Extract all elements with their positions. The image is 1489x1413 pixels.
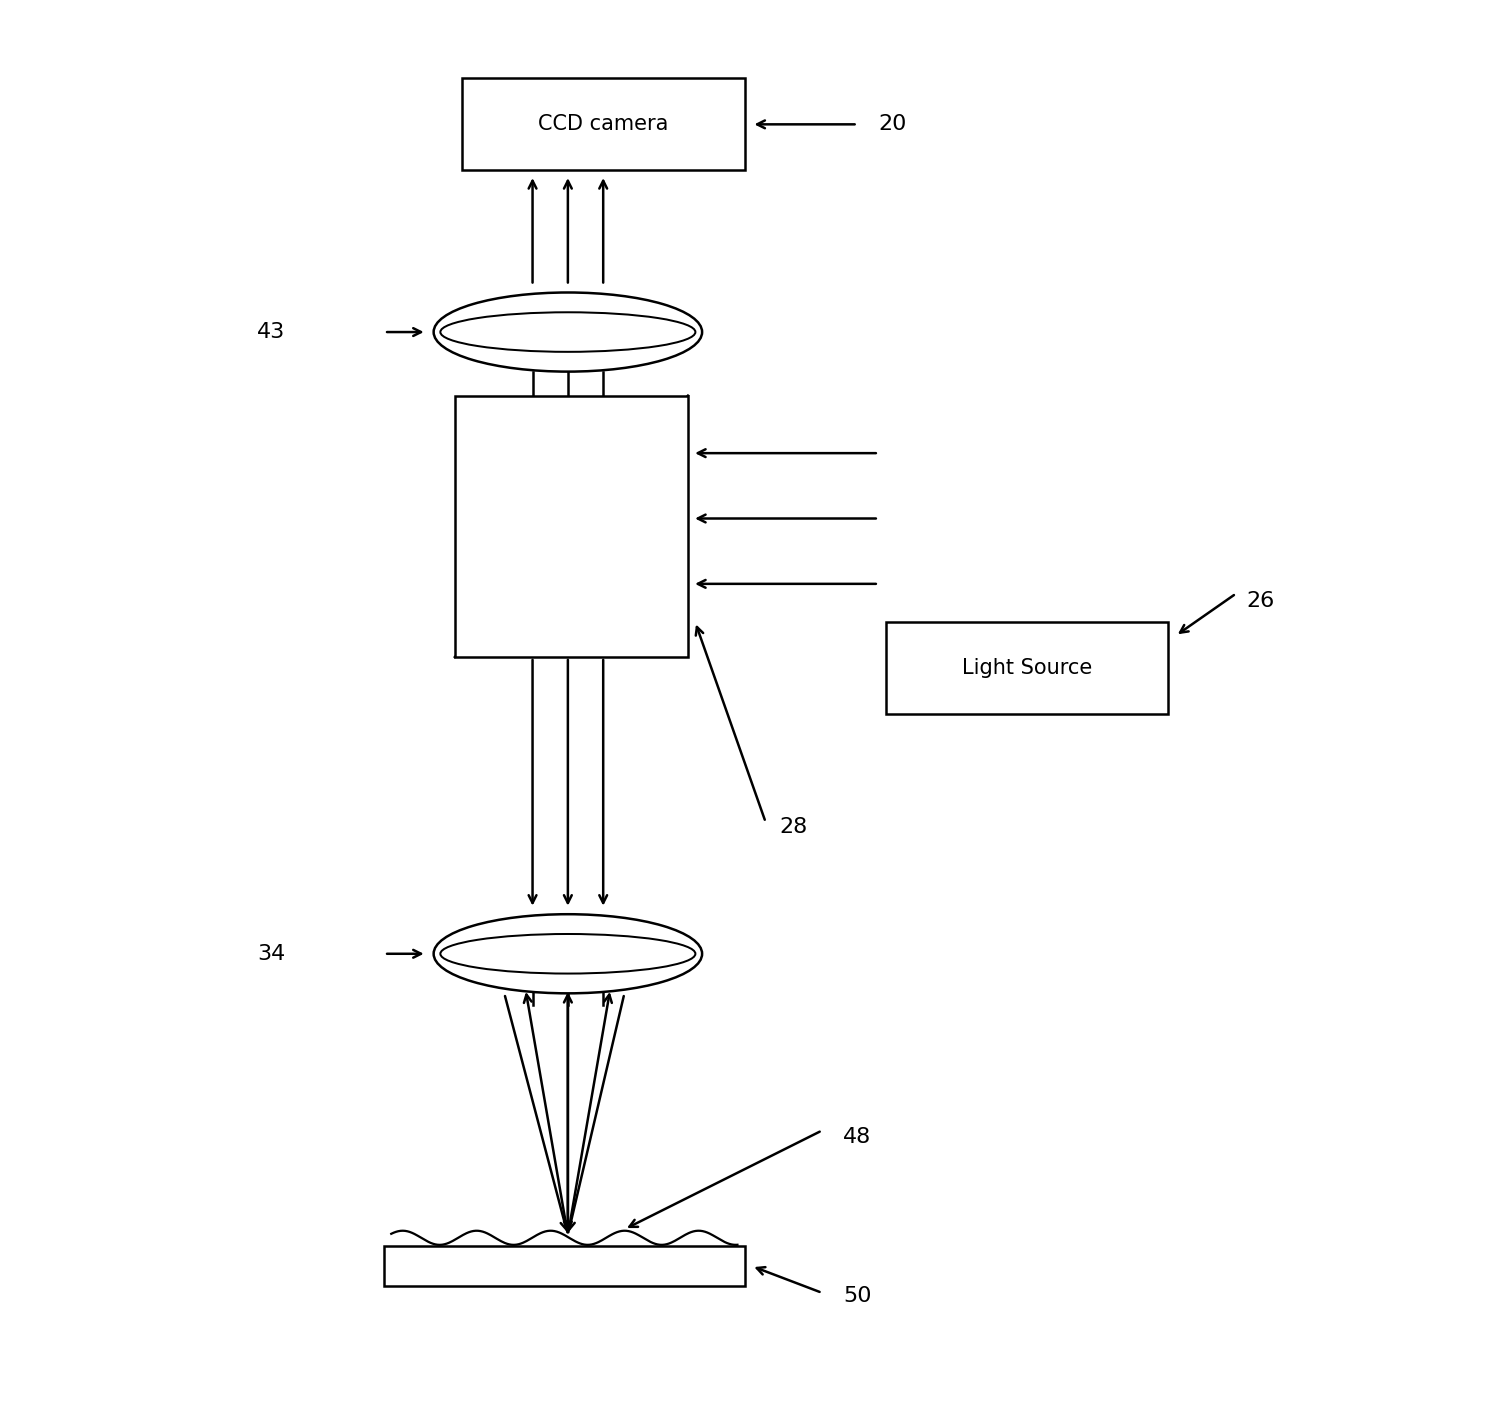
Text: CCD camera: CCD camera [538, 113, 669, 134]
Text: Light Source: Light Source [962, 657, 1093, 678]
Ellipse shape [433, 292, 703, 372]
Text: 48: 48 [843, 1128, 871, 1147]
Text: 26: 26 [1246, 591, 1275, 610]
Bar [886, 622, 1169, 714]
Text: 43: 43 [258, 322, 286, 342]
Text: 28: 28 [780, 817, 809, 836]
Ellipse shape [433, 914, 703, 993]
Bar [384, 1246, 744, 1286]
Bar [462, 78, 744, 170]
Text: 20: 20 [879, 114, 907, 134]
Text: 50: 50 [843, 1286, 873, 1306]
Bar [454, 396, 688, 657]
Text: 34: 34 [258, 944, 286, 964]
